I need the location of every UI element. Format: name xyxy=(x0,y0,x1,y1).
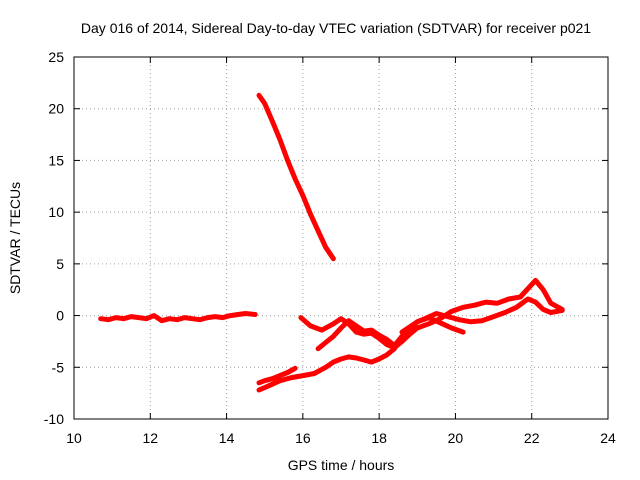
y-tick-label: 25 xyxy=(48,49,64,65)
grid xyxy=(74,57,608,419)
series-layer xyxy=(98,92,565,393)
x-tick-label: 20 xyxy=(448,430,464,446)
y-tick-label: -5 xyxy=(52,359,65,375)
series-arc-7 xyxy=(399,296,565,335)
series-arc-1 xyxy=(98,311,258,324)
x-tick-label: 22 xyxy=(524,430,540,446)
series-arc-2 xyxy=(256,92,336,262)
y-tick-label: 20 xyxy=(48,101,64,117)
y-tick-labels: -10 -5 0 5 10 15 20 25 xyxy=(44,49,64,427)
y-tick-label: 0 xyxy=(56,308,64,324)
y-tick-label: -10 xyxy=(44,411,64,427)
x-tick-label: 16 xyxy=(295,430,311,446)
x-tick-label: 12 xyxy=(142,430,158,446)
chart-title: Day 016 of 2014, Sidereal Day-to-day VTE… xyxy=(81,20,591,36)
x-axis-label: GPS time / hours xyxy=(288,457,395,473)
y-tick-label: 15 xyxy=(48,152,64,168)
x-tick-labels: 10 12 14 16 18 20 22 24 xyxy=(66,430,616,446)
series-arc-4 xyxy=(256,333,405,393)
y-axis-label: SDTVAR / TECUs xyxy=(7,182,23,294)
y-tick-label: 5 xyxy=(56,256,64,272)
series-arc-3 xyxy=(256,365,298,386)
x-tick-label: 18 xyxy=(371,430,387,446)
plot-frame xyxy=(73,56,609,420)
x-tick-label: 14 xyxy=(219,430,235,446)
x-tick-label: 24 xyxy=(600,430,616,446)
x-tick-label: 10 xyxy=(66,430,82,446)
axis-ticks xyxy=(73,56,609,420)
y-tick-label: 10 xyxy=(48,204,64,220)
